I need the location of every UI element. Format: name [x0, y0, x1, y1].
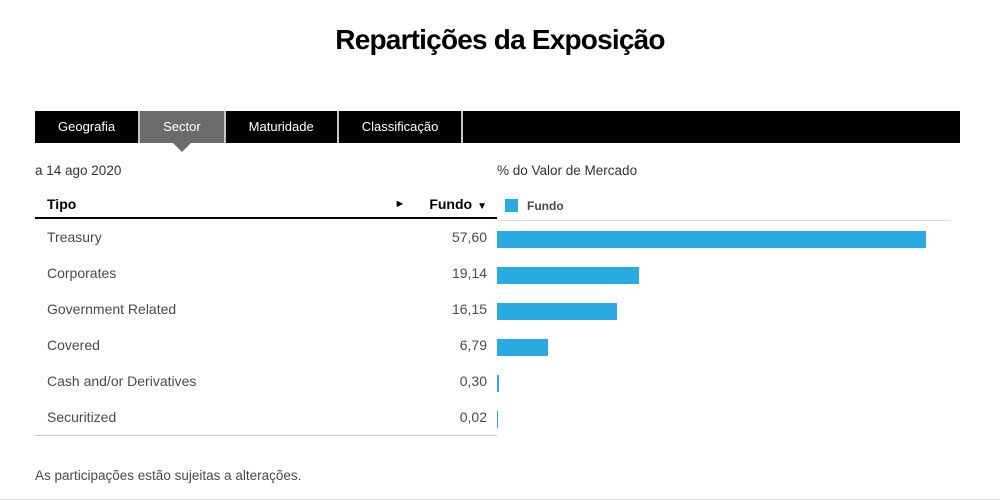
fund-bar [497, 230, 926, 248]
row-value: 19,14 [451, 265, 487, 281]
row-value: 0,30 [459, 373, 487, 389]
tab-maturidade[interactable]: Maturidade [226, 111, 339, 143]
row-label: Securitized [47, 409, 117, 425]
row-value: 16,15 [451, 301, 487, 317]
bar-row [497, 221, 951, 257]
table-row: Corporates 19,14 [35, 255, 497, 291]
chart-axis-label: % do Valor de Mercado [497, 163, 638, 178]
table-row: Covered 6,79 [35, 327, 497, 363]
bar-row [497, 257, 951, 293]
table-row: Securitized 0,02 [35, 399, 497, 435]
table-row: Cash and/or Derivatives 0,30 [35, 363, 497, 399]
row-value: 6,79 [459, 337, 487, 353]
footer-note: As participações estão sujeitas a altera… [35, 468, 302, 483]
bar-chart-panel: % do Valor de Mercado Fundo [497, 163, 951, 437]
column-header-fundo[interactable]: Fundo ▼ [429, 196, 487, 212]
fund-bar [497, 302, 618, 320]
fund-bar [497, 338, 548, 356]
bar-row [497, 401, 951, 437]
row-label: Treasury [47, 229, 102, 245]
legend-label: Fundo [527, 198, 564, 213]
bar-chart [497, 220, 951, 437]
fund-bar [497, 266, 640, 284]
bar-row [497, 329, 951, 365]
table-header-row: Tipo ► Fundo ▼ [35, 191, 497, 219]
tab-classificacao[interactable]: Classificação [339, 111, 464, 143]
column-header-tipo: Tipo [47, 196, 77, 212]
tab-sector[interactable]: Sector [140, 111, 226, 152]
row-label: Corporates [47, 265, 117, 281]
row-label: Covered [47, 337, 100, 353]
row-value: 57,60 [451, 229, 487, 245]
tab-geografia[interactable]: Geografia [35, 111, 141, 143]
sort-desc-icon: ▼ [477, 201, 487, 212]
column-header-fundo-label: Fundo [429, 196, 473, 212]
expand-icon[interactable]: ► [394, 198, 406, 210]
fund-bar [497, 374, 500, 392]
as-of-date: a 14 ago 2020 [35, 163, 122, 178]
table-row: Government Related 16,15 [35, 291, 497, 327]
bar-row [497, 365, 951, 401]
tab-bar: Geografia Sector Maturidade Classificação [35, 111, 960, 152]
legend-swatch [505, 199, 518, 212]
holdings-table: a 14 ago 2020 Tipo ► Fundo ▼ Treasury 57,6… [35, 163, 497, 436]
chart-legend: Fundo [497, 198, 951, 213]
table-row: Treasury 57,60 [35, 219, 497, 255]
row-label: Cash and/or Derivatives [47, 373, 197, 389]
table-rows: Treasury 57,60 Corporates 19,14 Government R… [35, 219, 497, 436]
bar-row [497, 293, 951, 329]
row-label: Government Related [47, 301, 177, 317]
page-title: Repartições da Exposição [335, 24, 665, 55]
row-value: 0,02 [459, 409, 487, 425]
